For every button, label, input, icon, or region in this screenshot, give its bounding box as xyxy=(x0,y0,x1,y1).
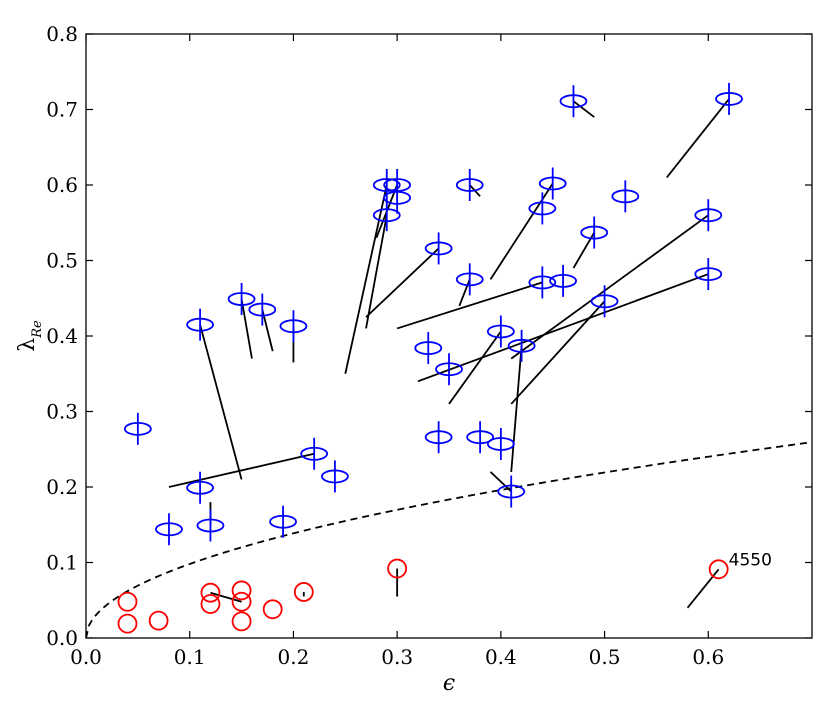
slow-point xyxy=(117,613,138,634)
offset-segment xyxy=(458,279,471,307)
fast-point xyxy=(486,427,515,460)
fast-point xyxy=(435,353,463,386)
fast-point xyxy=(580,216,609,249)
fast-point xyxy=(559,85,588,118)
slow-point xyxy=(293,582,314,602)
fast-point xyxy=(486,315,515,348)
x-tick-label: 0.0 xyxy=(70,645,102,669)
fast-point xyxy=(694,199,723,232)
fast-point xyxy=(248,293,277,326)
x-tick-label: 0.2 xyxy=(278,645,310,669)
limit-curve xyxy=(86,441,812,638)
x-tick-label: 0.1 xyxy=(174,645,206,669)
offset-segment xyxy=(240,298,253,359)
fast-point xyxy=(497,475,526,508)
slow-point xyxy=(708,559,729,580)
offset-segment xyxy=(489,471,512,493)
offset-segment xyxy=(168,452,315,488)
slow-point xyxy=(387,558,408,579)
segment-layer xyxy=(168,98,730,609)
slow-point xyxy=(231,591,252,612)
fast-point xyxy=(186,471,214,504)
y-tick-label: 0.2 xyxy=(46,475,78,499)
fast-point xyxy=(528,266,557,299)
fast-point xyxy=(186,308,214,341)
fast-point xyxy=(424,421,453,454)
fast-point xyxy=(507,329,536,362)
slow-point xyxy=(231,580,252,601)
offset-segment xyxy=(396,281,543,330)
fast-point xyxy=(321,460,349,493)
offset-segment xyxy=(510,345,523,472)
y-tick-label: 0.7 xyxy=(46,98,78,122)
fast-point xyxy=(279,310,308,343)
fast-point xyxy=(372,169,401,201)
offset-segment xyxy=(344,184,388,374)
x-axis-label: ϵ xyxy=(443,671,455,696)
y-tick-label: 0.4 xyxy=(46,324,78,348)
fast-point xyxy=(590,285,619,318)
fast-point xyxy=(227,283,256,316)
fast-point xyxy=(715,82,743,115)
fast-point xyxy=(269,505,297,538)
y-tick-label: 0.8 xyxy=(46,22,78,46)
fast-point xyxy=(528,192,557,225)
y-tick-label: 0.5 xyxy=(46,249,78,273)
x-tick-label: 0.4 xyxy=(485,645,517,669)
offset-segment xyxy=(365,247,440,318)
label-layer: 0.0 0.1 0.2 0.3 0.4 0.5 0.6 0.0 0.1 0.2 0.3 0.4 0.5 0… xyxy=(15,22,772,696)
offset-segment xyxy=(666,98,730,179)
fast-point xyxy=(549,264,577,297)
offset-segment xyxy=(417,273,709,383)
offset-segment xyxy=(572,100,595,118)
fast-point xyxy=(455,263,484,296)
slow-point xyxy=(148,610,169,631)
offset-segment xyxy=(448,330,502,405)
fast-point xyxy=(414,332,443,365)
fast-point xyxy=(300,437,329,470)
offset-segment xyxy=(365,215,388,329)
fast-point xyxy=(383,181,412,214)
y-tick-label: 0.3 xyxy=(46,400,78,424)
offset-segment xyxy=(199,324,243,480)
slow-point xyxy=(231,611,252,632)
offset-segment xyxy=(261,309,274,352)
tick-layer xyxy=(85,33,812,639)
fast-point xyxy=(372,199,401,232)
x-tick-label: 0.3 xyxy=(381,645,413,669)
marker-layer xyxy=(117,82,743,634)
curve-layer xyxy=(86,441,812,638)
fast-point xyxy=(196,509,225,542)
fast-point xyxy=(538,167,567,200)
fast-point xyxy=(694,258,723,291)
point-annotation: 4550 xyxy=(729,550,772,570)
x-tick-label: 0.5 xyxy=(589,645,621,669)
slow-point xyxy=(117,591,138,612)
fast-point xyxy=(424,232,453,265)
fast-point xyxy=(155,513,183,546)
fast-point xyxy=(123,412,152,445)
x-tick-label: 0.6 xyxy=(692,645,724,669)
slow-point xyxy=(200,582,221,603)
y-tick-label: 0.1 xyxy=(46,551,78,575)
fast-point xyxy=(611,180,640,213)
fast-point xyxy=(455,169,484,201)
y-tick-label: 0.0 xyxy=(46,626,78,650)
fast-point xyxy=(466,421,495,454)
offset-segment xyxy=(210,591,242,603)
y-axis-label: λRe xyxy=(15,320,45,352)
slow-point xyxy=(262,599,283,620)
slow-point xyxy=(200,594,221,614)
y-tick-label: 0.6 xyxy=(46,173,78,197)
